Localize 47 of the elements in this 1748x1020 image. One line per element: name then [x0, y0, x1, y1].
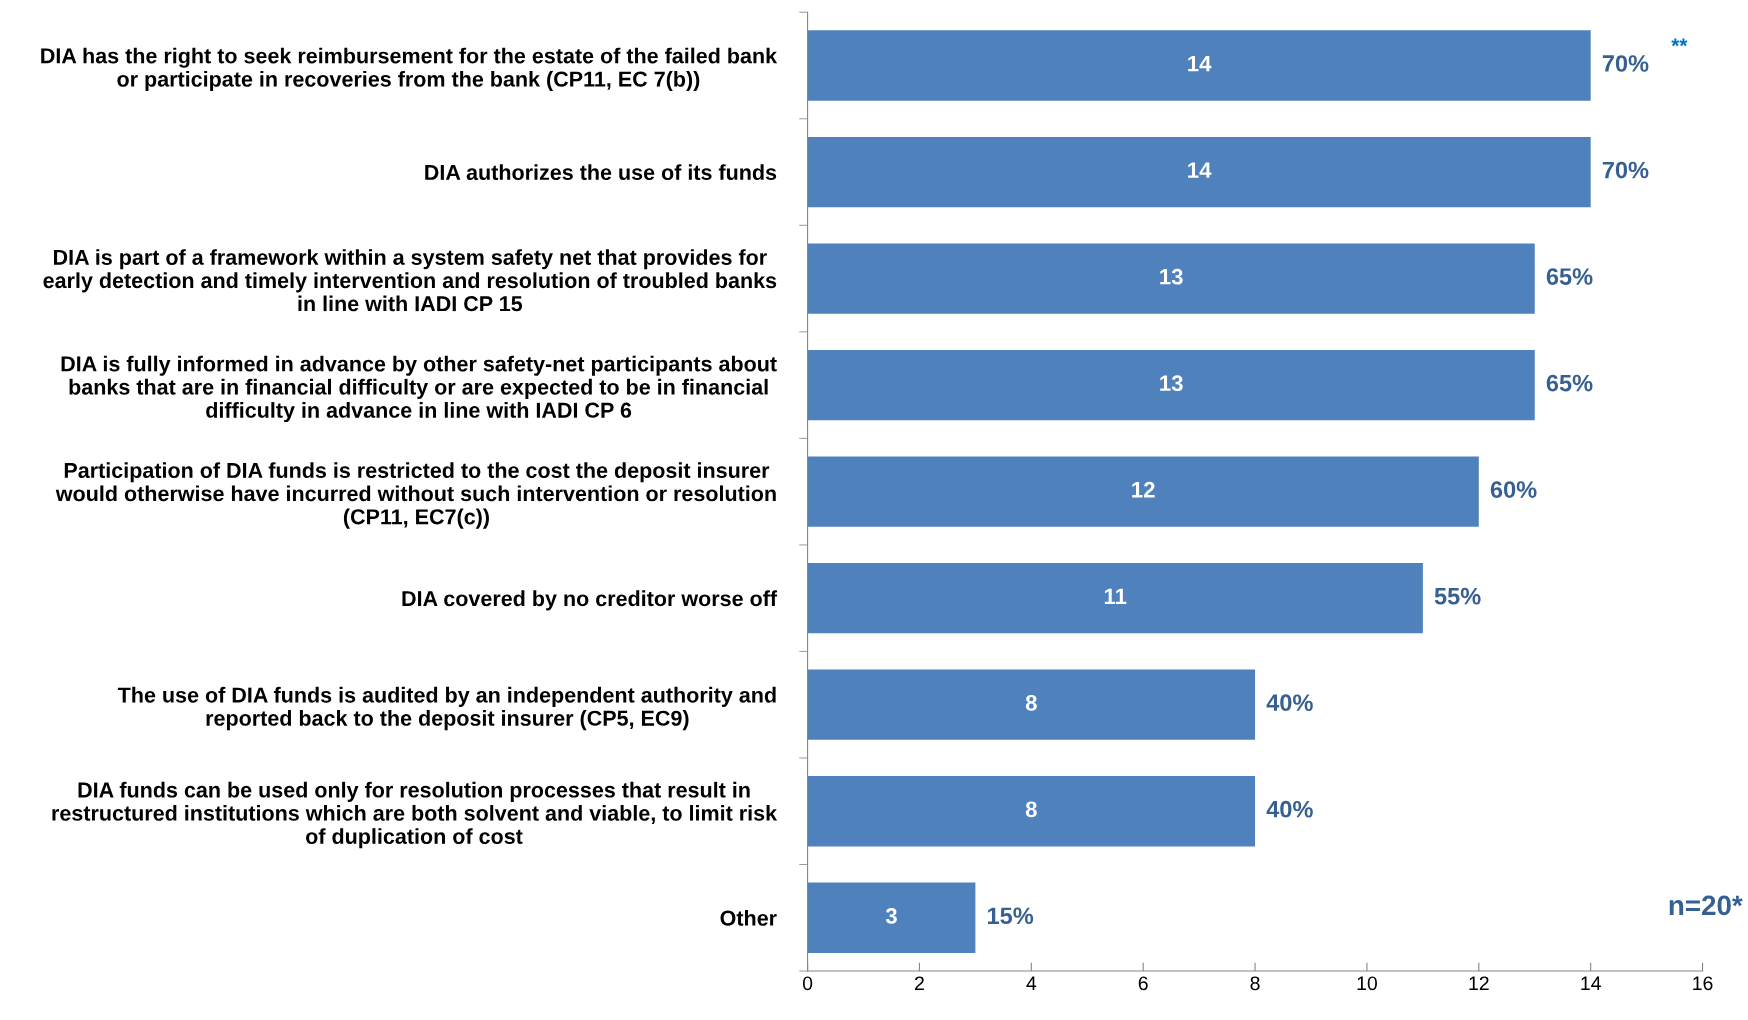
y-tick-label: DIA covered by no creditor worse off [402, 590, 778, 611]
annotation: 15% [987, 907, 1034, 925]
data-label: 3 [885, 908, 897, 924]
y-tick-label: DIA has the right to seek reimbursement for the estate of the failed bank or participate in recoveries from the bank (CP11, EC 7(b)) [41, 47, 778, 91]
annotation: 65% [1546, 374, 1593, 392]
annotation: 70% [1602, 55, 1649, 72]
x-tick-label: 2 [915, 976, 924, 990]
x-tick-label: 14 [1581, 976, 1601, 990]
annotation: ** [1671, 38, 1688, 47]
bar [807, 669, 1256, 740]
data-label: 14 [1188, 55, 1212, 72]
x-tick-label: 10 [1357, 976, 1377, 991]
data-label: 8 [1025, 694, 1037, 711]
data-label: 11 [1104, 588, 1127, 604]
y-tick-label: DIA is fully informed in advance by other safety-net participants about banks that are in financial difficulty or are expected to be in financial difficulty in advance in line with IADI CP 6 [61, 355, 777, 423]
x-tick-label: 16 [1693, 976, 1713, 991]
annotation: 40% [1266, 800, 1313, 818]
x-tick-label: 6 [1138, 976, 1148, 991]
data-label: 14 [1188, 162, 1212, 178]
x-tick-label: 0 [802, 976, 813, 991]
y-tick-label: DIA funds can be used only for resolution processes that result in restructured institutions which are both solvent and viable, to limit risk of duplication of cost [52, 781, 778, 849]
bar [807, 882, 976, 953]
y-tick-label: The use of DIA funds is audited by an independent authority and reported back to the deposit insurer (CP5, EC9) [117, 686, 776, 731]
data-label: 12 [1132, 481, 1155, 498]
annotation: 60% [1490, 481, 1537, 498]
x-tick-label: 4 [1026, 976, 1037, 990]
bar [807, 243, 1535, 314]
annotation: n=20* [1669, 895, 1743, 916]
data-label: 8 [1025, 801, 1037, 818]
bar [807, 136, 1591, 208]
y-tick-label: DIA authorizes the use of its funds [425, 164, 777, 181]
data-label: 13 [1160, 375, 1183, 392]
annotation: 40% [1266, 694, 1313, 712]
y-tick-label: DIA is part of a framework within a system safety net that provides for early detection and timely intervention and resolution of troubled banks in line with IADI CP 15 [43, 249, 777, 312]
x-tick-label: 8 [1250, 976, 1260, 991]
x-tick-label: 12 [1469, 976, 1489, 990]
bar [807, 456, 1479, 527]
annotation: 65% [1546, 268, 1593, 285]
bar [807, 349, 1535, 421]
annotation: 55% [1434, 587, 1481, 605]
y-tick-label: Other [720, 909, 777, 926]
data-label: 13 [1160, 268, 1183, 285]
bar [807, 30, 1591, 101]
y-tick-label: Participation of DIA funds is restricted to the cost the deposit insurer would otherwise have incurred without such intervention or resolution (CP11, EC7(c)) [55, 462, 776, 529]
annotation: 70% [1602, 161, 1649, 179]
bar [807, 776, 1256, 847]
bar [807, 563, 1423, 634]
